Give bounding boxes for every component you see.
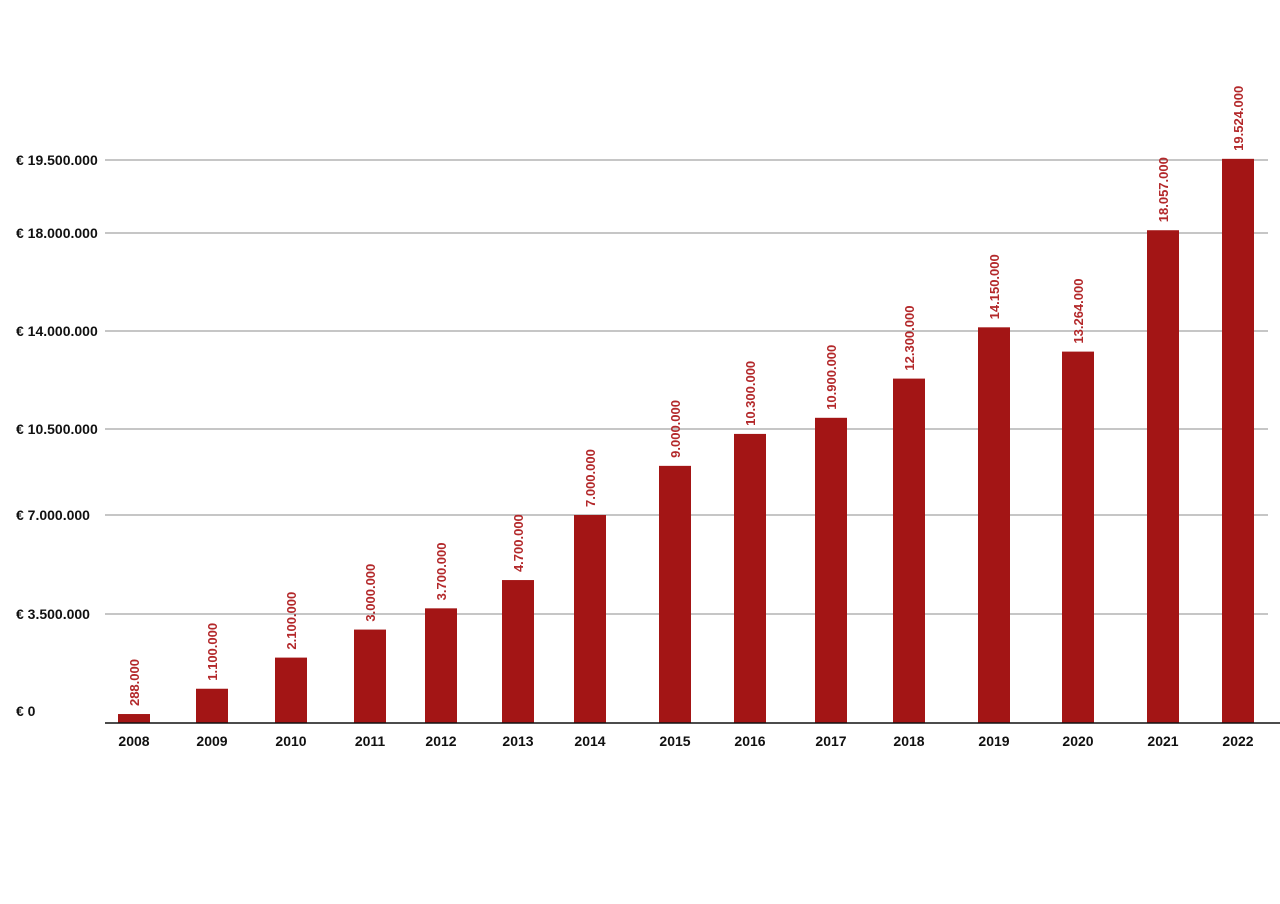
x-tick-label: 2014 [574,733,605,749]
y-axis-tick-labels: € 0 € 3.500.000 € 7.000.000 € 10.500.000 € 1… [16,152,98,719]
bar [1062,351,1094,723]
y-tick-label: € 0 [16,703,36,719]
bar [978,327,1010,723]
y-tick-label: € 3.500.000 [16,606,90,622]
bar [1147,230,1179,723]
bar [354,629,386,723]
bar [574,515,606,723]
y-tick-label: € 10.500.000 [16,421,98,437]
data-label: 10.300.000 [743,361,758,426]
x-axis-tick-labels: 2008 2009 2010 2011 2012 2013 2014 2015 2016 2017… [118,733,1253,749]
x-tick-label: 2015 [659,733,690,749]
bar [196,688,228,723]
bar [275,657,307,723]
x-tick-label: 2016 [734,733,765,749]
data-label: 288.000 [127,659,142,706]
data-label: 10.900.000 [824,345,839,410]
x-tick-label: 2017 [815,733,846,749]
x-tick-label: 2011 [355,733,386,749]
data-label: 18.057.000 [1156,157,1171,222]
data-label: 12.300.000 [902,306,917,371]
bar [118,714,150,723]
data-label: 2.100.000 [284,592,299,650]
y-tick-label: € 19.500.000 [16,152,98,168]
bar [815,417,847,723]
y-tick-label: € 7.000.000 [16,507,90,523]
data-label: 4.700.000 [511,514,526,572]
data-label: 3.000.000 [363,564,378,622]
x-tick-label: 2012 [425,733,456,749]
data-label: 14.150.000 [987,254,1002,319]
x-tick-label: 2013 [502,733,533,749]
data-label: 1.100.000 [205,623,220,681]
data-label: 7.000.000 [583,449,598,507]
bar [502,580,534,723]
x-tick-label: 2008 [118,733,149,749]
data-labels: 288.000 1.100.000 2.100.000 3.000.000 3.700.… [127,86,1246,706]
x-tick-label: 2020 [1062,733,1093,749]
data-label: 9.000.000 [668,400,683,458]
x-tick-label: 2009 [196,733,227,749]
bar [1222,158,1254,723]
x-tick-label: 2021 [1147,733,1178,749]
y-tick-label: € 14.000.000 [16,323,98,339]
data-label: 3.700.000 [434,542,449,600]
bar [425,608,457,723]
x-tick-label: 2018 [893,733,924,749]
x-tick-label: 2019 [978,733,1009,749]
bar [893,378,925,723]
bar [734,433,766,723]
bars [118,158,1254,723]
data-label: 13.264.000 [1071,279,1086,344]
bar [659,465,691,723]
data-label: 19.524.000 [1231,86,1246,151]
x-tick-label: 2010 [275,733,306,749]
x-tick-label: 2022 [1222,733,1253,749]
y-tick-label: € 18.000.000 [16,225,98,241]
